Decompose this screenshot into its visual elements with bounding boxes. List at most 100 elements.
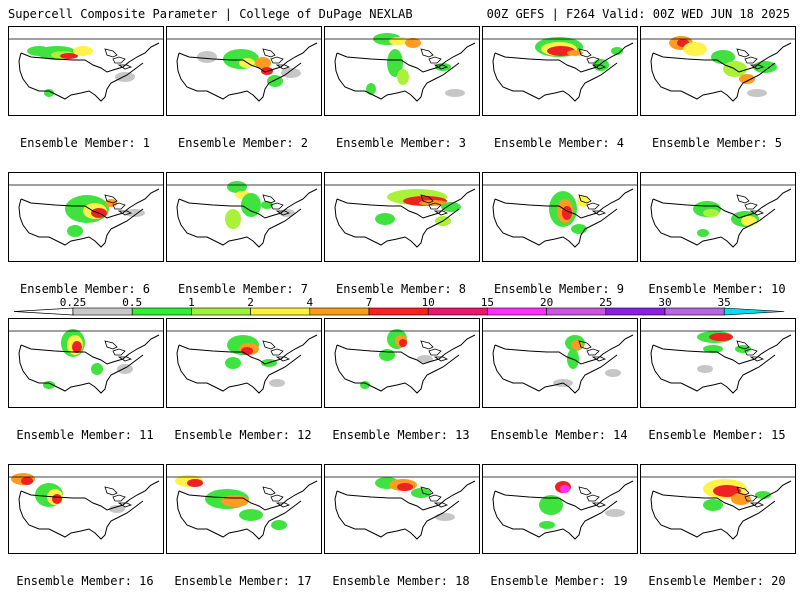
- coastline: [18, 198, 144, 248]
- country-border: [652, 42, 792, 73]
- great-lakes-outline: [736, 194, 765, 216]
- ensemble-member-map: [482, 464, 638, 554]
- scp-shaded-area: [366, 83, 376, 95]
- colorbar-segment: [664, 307, 725, 316]
- ensemble-member-map: [482, 26, 638, 116]
- scp-map-svg: [9, 473, 163, 540]
- great-lakes-outline: [578, 486, 607, 508]
- great-lakes-outline: [104, 340, 133, 362]
- great-lakes-outline: [262, 340, 291, 362]
- scp-map-svg: [641, 184, 795, 248]
- scp-shaded-area: [567, 50, 583, 56]
- scp-map-svg: [641, 36, 795, 102]
- ensemble-member-map: [8, 464, 164, 554]
- coastline: [492, 198, 618, 248]
- ensemble-member-map: [324, 464, 480, 554]
- scp-shaded-area: [397, 483, 413, 491]
- country-border: [652, 480, 792, 511]
- coastline: [176, 198, 302, 248]
- ensemble-member-map: [482, 172, 638, 262]
- ensemble-member-label: Ensemble Member: 14: [490, 428, 628, 442]
- country-border: [20, 42, 160, 73]
- colorbar-tick-label: 2: [247, 296, 254, 309]
- ensemble-member-map: [166, 464, 322, 554]
- great-lakes-outline: [420, 48, 449, 70]
- color-scale-bar: 0.25 0.5 1 2 4 7 10 15 20 25 30 35: [0, 296, 800, 320]
- scp-shaded-area: [221, 495, 249, 507]
- ensemble-member-map: [166, 318, 322, 408]
- ensemble-member-map: [8, 318, 164, 408]
- scp-shaded-area: [225, 357, 241, 369]
- scp-map-svg: [9, 329, 163, 394]
- colorbar-tick-label: 30: [658, 296, 672, 309]
- great-lakes-outline: [736, 486, 765, 508]
- country-border: [336, 42, 476, 73]
- colorbar-segment: [605, 307, 666, 316]
- coastline: [176, 490, 302, 540]
- scp-shaded-area: [417, 355, 433, 363]
- ensemble-member-map: [324, 318, 480, 408]
- scp-shaded-area: [67, 225, 83, 237]
- ensemble-member-label: Ensemble Member: 10: [648, 282, 786, 296]
- scp-map-svg: [483, 330, 637, 394]
- scp-map-svg: [483, 184, 637, 248]
- scp-shaded-area: [611, 47, 623, 55]
- map-title: Supercell Composite Parameter | College …: [8, 7, 413, 21]
- scp-map-svg: [167, 330, 321, 394]
- ensemble-member-label: Ensemble Member: 18: [332, 574, 470, 588]
- scp-shaded-area: [187, 479, 203, 487]
- scp-shaded-area: [271, 520, 287, 530]
- great-lakes-outline: [262, 194, 291, 216]
- coastline: [334, 344, 460, 394]
- scp-shaded-area: [227, 181, 247, 193]
- great-lakes-outline: [104, 194, 133, 216]
- scp-shaded-area: [747, 89, 767, 97]
- great-lakes-outline: [578, 194, 607, 216]
- coastline: [650, 344, 776, 394]
- scp-map-svg: [167, 38, 321, 102]
- country-border: [494, 42, 634, 73]
- coastline: [334, 198, 460, 248]
- scp-shaded-area: [697, 229, 709, 237]
- ensemble-member-map: [8, 172, 164, 262]
- ensemble-member-label: Ensemble Member: 3: [335, 136, 467, 150]
- scp-shaded-area: [709, 333, 733, 341]
- scp-map-svg: [325, 184, 479, 248]
- scp-shaded-area: [117, 364, 133, 374]
- scp-shaded-area: [397, 69, 409, 85]
- colorbar-segment: [72, 307, 133, 316]
- country-border: [178, 42, 318, 73]
- country-border: [178, 188, 318, 219]
- colorbar-tick-label: 4: [306, 296, 314, 309]
- great-lakes-outline: [104, 486, 133, 508]
- great-lakes-outline: [262, 48, 291, 70]
- scp-shaded-area: [21, 477, 33, 485]
- ensemble-member-label: Ensemble Member: 1: [19, 136, 151, 150]
- coastline: [650, 198, 776, 248]
- scp-shaded-area: [109, 505, 125, 513]
- scp-shaded-area: [435, 513, 455, 521]
- country-border: [336, 188, 476, 219]
- ensemble-member-label: Ensemble Member: 4: [493, 136, 625, 150]
- ensemble-member-label: Ensemble Member: 11: [16, 428, 154, 442]
- ensemble-member-label: Ensemble Member: 2: [177, 136, 309, 150]
- colorbar-left-arrow: [13, 307, 74, 316]
- country-border: [494, 334, 634, 365]
- country-border: [178, 480, 318, 511]
- ensemble-member-map: [482, 318, 638, 408]
- scp-shaded-area: [72, 341, 82, 353]
- coastline: [650, 490, 776, 540]
- scp-map-svg: [9, 184, 163, 248]
- scp-shaded-area: [52, 494, 62, 504]
- scp-shaded-area: [731, 493, 751, 505]
- ensemble-member-map: [8, 26, 164, 116]
- scp-shaded-area: [255, 57, 271, 69]
- scp-shaded-area: [539, 521, 555, 529]
- ensemble-member-label: Ensemble Member: 16: [16, 574, 154, 588]
- scp-shaded-area: [73, 46, 93, 56]
- scp-shaded-area: [605, 369, 621, 377]
- scp-shaded-area: [445, 89, 465, 97]
- scp-shaded-area: [697, 365, 713, 373]
- color-scale-svg: [13, 307, 785, 316]
- country-border: [20, 334, 160, 365]
